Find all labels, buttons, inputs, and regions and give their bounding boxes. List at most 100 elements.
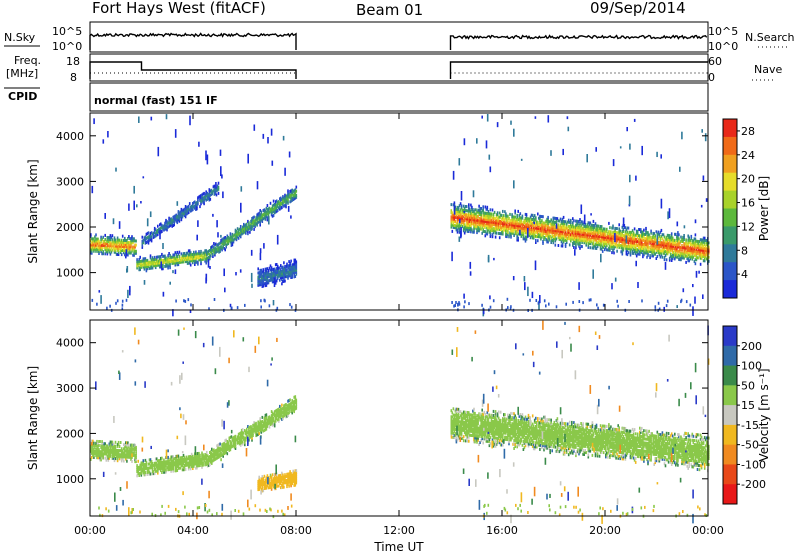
data-cell xyxy=(540,229,542,233)
noise-cell xyxy=(198,141,200,147)
data-cell xyxy=(650,239,652,243)
ground-cell xyxy=(289,303,291,307)
data-cell xyxy=(94,239,96,243)
data-cell xyxy=(545,230,547,233)
data-cell xyxy=(566,230,569,234)
data-cell xyxy=(674,253,676,257)
data-cell xyxy=(540,221,542,225)
data-cell xyxy=(575,234,577,237)
data-cell xyxy=(196,252,198,256)
data-cell xyxy=(530,213,533,217)
data-cell xyxy=(532,236,535,240)
data-cell xyxy=(460,218,463,222)
data-cell xyxy=(595,242,598,246)
data-cell xyxy=(670,234,673,238)
data-cell xyxy=(491,222,494,226)
data-cell xyxy=(631,243,634,247)
data-cell xyxy=(243,229,245,232)
data-cell xyxy=(580,234,582,238)
data-cell xyxy=(631,235,634,239)
data-cell xyxy=(572,221,574,225)
data-cell xyxy=(501,232,503,236)
data-cell xyxy=(180,256,183,260)
data-cell xyxy=(157,224,159,228)
data-cell xyxy=(264,211,267,215)
data-cell xyxy=(252,218,254,222)
noise-cell xyxy=(133,185,135,194)
data-cell xyxy=(506,235,508,239)
data-cell xyxy=(181,260,184,264)
data-cell xyxy=(495,221,498,225)
data-cell xyxy=(172,259,174,263)
ground-cell xyxy=(121,303,124,307)
data-cell xyxy=(213,184,216,188)
data-cell xyxy=(671,248,674,252)
data-cell xyxy=(662,233,665,237)
data-cell xyxy=(568,220,571,224)
ground-cell xyxy=(680,300,682,304)
data-cell xyxy=(666,252,669,256)
data-cell xyxy=(589,225,592,229)
data-cell xyxy=(224,236,226,239)
data-cell xyxy=(608,234,610,238)
data-cell xyxy=(588,227,591,231)
data-cell xyxy=(657,247,660,250)
data-cell xyxy=(114,244,117,248)
data-cell xyxy=(612,241,614,244)
data-cell xyxy=(651,246,653,250)
data-cell xyxy=(463,219,466,223)
data-cell xyxy=(641,236,643,240)
data-cell xyxy=(215,246,217,250)
data-cell xyxy=(185,251,188,255)
data-cell xyxy=(516,224,518,228)
data-cell xyxy=(651,248,653,252)
data-cell xyxy=(244,228,246,232)
data-cell xyxy=(611,232,613,236)
data-cell xyxy=(246,224,248,228)
data-cell xyxy=(661,241,664,245)
y-tick-label: 3000 xyxy=(56,175,84,188)
data-cell xyxy=(647,247,649,251)
data-cell xyxy=(94,245,96,249)
noise-cell xyxy=(239,269,242,273)
data-cell xyxy=(547,220,549,223)
data-cell xyxy=(213,248,215,252)
data-cell xyxy=(98,252,100,255)
data-cell xyxy=(596,228,599,232)
data-cell xyxy=(497,231,500,235)
data-cell xyxy=(484,213,487,217)
data-cell xyxy=(636,236,639,239)
data-cell xyxy=(626,232,629,236)
data-cell xyxy=(181,258,184,262)
data-cell xyxy=(147,265,150,268)
data-cell xyxy=(578,228,580,232)
data-cell xyxy=(553,237,556,241)
data-cell xyxy=(611,226,613,230)
data-cell xyxy=(253,223,255,227)
data-cell xyxy=(192,257,194,261)
data-cell xyxy=(521,216,524,220)
noise-cell xyxy=(527,227,529,238)
data-cell xyxy=(683,250,685,254)
data-cell xyxy=(468,223,470,227)
data-cell xyxy=(606,238,608,242)
data-cell xyxy=(528,229,531,233)
data-cell xyxy=(123,249,125,253)
data-cell xyxy=(239,227,242,231)
data-cell xyxy=(246,222,248,226)
data-cell xyxy=(226,234,229,238)
data-cell xyxy=(658,234,661,238)
data-cell xyxy=(682,237,684,241)
data-cell xyxy=(462,219,465,223)
data-cell xyxy=(539,231,541,235)
data-cell xyxy=(510,233,512,237)
data-cell xyxy=(555,217,558,220)
data-cell xyxy=(157,255,159,259)
data-cell xyxy=(184,256,187,259)
data-cell xyxy=(588,239,591,243)
data-cell xyxy=(583,233,585,236)
data-cell xyxy=(464,225,467,229)
data-cell xyxy=(592,234,595,238)
data-cell xyxy=(223,240,225,244)
data-cell xyxy=(227,235,230,239)
